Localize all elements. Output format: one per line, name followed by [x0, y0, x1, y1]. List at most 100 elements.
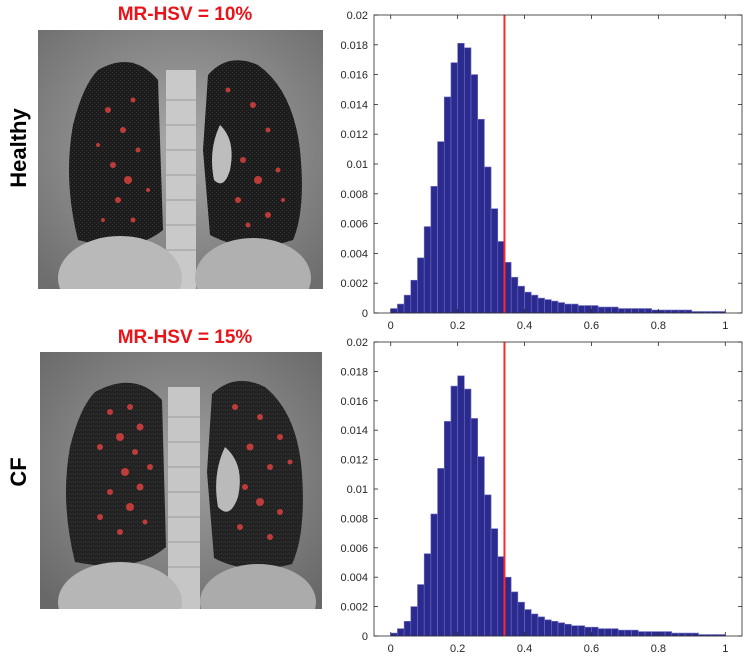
- histogram-bar: [403, 620, 412, 637]
- histogram-bar: [417, 257, 425, 314]
- histogram-bar: [637, 631, 646, 637]
- y-tick-label: 0: [362, 308, 368, 320]
- histogram-bar: [464, 388, 472, 637]
- histogram-bar: [678, 632, 686, 637]
- x-tick-label: 0: [388, 643, 394, 655]
- histogram-bar: [410, 279, 418, 314]
- histogram-bar: [624, 308, 632, 314]
- histogram-bar: [524, 291, 532, 314]
- x-tick-label: 1: [722, 320, 728, 332]
- histogram-bar: [530, 613, 539, 637]
- y-tick-label: 0.004: [340, 248, 368, 260]
- y-tick-label: 0.012: [340, 455, 368, 467]
- histogram-bar: [484, 166, 492, 314]
- histogram-bar: [611, 628, 619, 637]
- histogram-bar: [504, 576, 512, 637]
- histogram-bar: [631, 629, 639, 637]
- x-tick-label: 0.4: [517, 643, 532, 655]
- x-tick-label: 0: [388, 320, 394, 332]
- histogram-bar: [497, 556, 505, 637]
- histogram-bar: [510, 276, 519, 314]
- histogram-bar: [524, 609, 532, 637]
- histogram-bar: [577, 625, 586, 637]
- x-tick-label: 0.4: [517, 320, 532, 332]
- y-tick-label: 0.014: [340, 425, 368, 437]
- histogram-bar: [684, 309, 693, 314]
- y-tick-label: 0.012: [340, 129, 368, 141]
- x-tick-label: 0.2: [450, 320, 465, 332]
- histogram-bar: [484, 494, 492, 637]
- histogram-bar: [450, 62, 458, 314]
- x-tick-label: 0.8: [651, 320, 666, 332]
- y-tick-label: 0.016: [340, 396, 368, 408]
- histogram-bar: [604, 628, 612, 637]
- histogram-bar: [617, 629, 626, 637]
- histogram-bar: [423, 226, 432, 314]
- histogram-bar: [671, 309, 679, 314]
- histogram-bar: [611, 306, 619, 314]
- histogram-bar: [410, 606, 418, 637]
- histogram-bar: [678, 309, 686, 314]
- histogram-bar: [551, 300, 559, 314]
- y-tick-label: 0.01: [347, 159, 368, 171]
- histogram-bar: [477, 456, 485, 637]
- histogram-bar: [437, 468, 445, 637]
- histogram-bar: [591, 305, 599, 314]
- histogram-bar: [571, 625, 579, 637]
- histogram-bar: [644, 631, 652, 637]
- histogram-bar: [490, 528, 499, 637]
- y-tick-label: 0.008: [340, 189, 368, 201]
- histogram-bar: [403, 294, 412, 314]
- histogram-bar: [557, 302, 565, 314]
- histogram-bar: [651, 309, 659, 314]
- histogram-bar: [397, 303, 405, 314]
- histogram-bar: [658, 631, 666, 637]
- histogram-bar: [651, 631, 659, 637]
- histogram-bar: [671, 632, 679, 637]
- x-tick-label: 0.8: [651, 643, 666, 655]
- histogram-bar: [644, 308, 652, 314]
- histogram-bar: [510, 591, 519, 637]
- histogram-bar: [417, 584, 425, 637]
- histogram-bar: [457, 375, 465, 637]
- y-tick-label: 0.01: [347, 484, 368, 496]
- row-label-healthy: Healthy: [6, 108, 31, 188]
- histogram-bar: [544, 619, 552, 637]
- histogram-bar: [691, 632, 699, 637]
- histogram-bar: [437, 141, 445, 314]
- histogram-bar: [631, 308, 639, 314]
- histogram-bar: [457, 43, 465, 314]
- panel-title-cf: MR-HSV = 15%: [117, 327, 253, 348]
- histogram-bar: [477, 119, 485, 314]
- histogram-bar: [564, 623, 572, 637]
- histogram-bar: [470, 418, 479, 637]
- histogram-bar: [390, 632, 398, 637]
- y-tick-label: 0.02: [347, 10, 368, 22]
- histogram-bar: [517, 285, 525, 314]
- histogram-bar: [390, 308, 398, 314]
- histogram-bar: [544, 299, 552, 314]
- y-tick-label: 0: [362, 631, 368, 643]
- histogram-bar: [443, 421, 452, 637]
- histogram-bar: [604, 306, 612, 314]
- y-tick-label: 0.016: [340, 70, 368, 82]
- histogram-bar: [637, 308, 646, 314]
- histogram-bar: [537, 297, 545, 314]
- histogram-healthy: 0 0.002 0.004 0.006 0.008 0.01 0.012 0.014 0.016…: [340, 10, 743, 332]
- histogram-bar: [443, 96, 452, 314]
- y-tick-label: 0.002: [340, 602, 368, 614]
- y-tick-label: 0.004: [340, 572, 368, 584]
- histogram-bar: [517, 601, 525, 637]
- histogram-bar: [490, 208, 499, 314]
- y-tick-label: 0.006: [340, 543, 368, 555]
- histogram-bar: [658, 309, 666, 314]
- histogram-bar: [584, 626, 592, 637]
- mri-image-cf: [40, 352, 322, 609]
- y-tick-label: 0.006: [340, 219, 368, 231]
- histogram-bar: [504, 262, 512, 314]
- histogram-bar: [584, 305, 592, 314]
- histogram-bar: [464, 47, 472, 314]
- histogram-bar: [597, 628, 606, 637]
- histogram-bar: [423, 553, 432, 637]
- histogram-bar: [530, 294, 539, 314]
